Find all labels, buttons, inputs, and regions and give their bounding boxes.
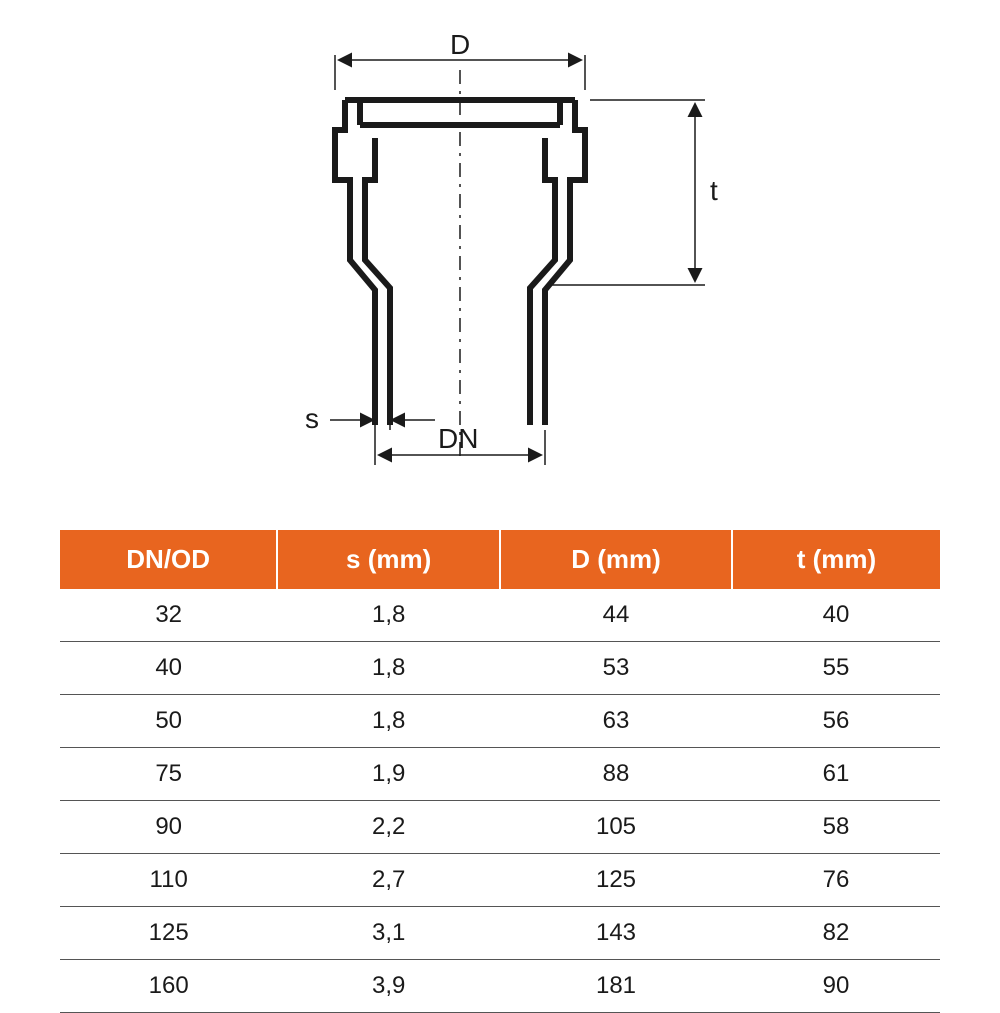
table-cell: 58 — [732, 801, 940, 854]
table-cell: 105 — [500, 801, 732, 854]
table-row: 1253,114382 — [60, 907, 940, 960]
table-cell: 90 — [60, 801, 277, 854]
table-cell: 2,2 — [277, 801, 500, 854]
table-cell: 40 — [60, 642, 277, 695]
table-cell: 1,8 — [277, 695, 500, 748]
dimensions-table: DN/ODs (mm)D (mm)t (mm) 321,84440401,853… — [60, 530, 940, 1013]
table-cell: 44 — [500, 589, 732, 642]
table-cell: 63 — [500, 695, 732, 748]
table-row: 401,85355 — [60, 642, 940, 695]
table-row: 1102,712576 — [60, 854, 940, 907]
table-cell: 160 — [60, 960, 277, 1013]
table-row: 501,86356 — [60, 695, 940, 748]
table-cell: 143 — [500, 907, 732, 960]
table-cell: 50 — [60, 695, 277, 748]
table-cell: 3,1 — [277, 907, 500, 960]
dim-label-d: D — [450, 30, 470, 60]
table-header: DN/ODs (mm)D (mm)t (mm) — [60, 530, 940, 589]
table-row: 321,84440 — [60, 589, 940, 642]
table-cell: 75 — [60, 748, 277, 801]
table-row: 751,98861 — [60, 748, 940, 801]
table-cell: 3,9 — [277, 960, 500, 1013]
col-header: t (mm) — [732, 530, 940, 589]
table-cell: 181 — [500, 960, 732, 1013]
table-cell: 110 — [60, 854, 277, 907]
table-body: 321,84440401,85355501,86356751,98861902,… — [60, 589, 940, 1013]
dimensions-table-container: DN/ODs (mm)D (mm)t (mm) 321,84440401,853… — [60, 530, 940, 1013]
table-cell: 88 — [500, 748, 732, 801]
col-header: DN/OD — [60, 530, 277, 589]
table-cell: 32 — [60, 589, 277, 642]
col-header: D (mm) — [500, 530, 732, 589]
col-header: s (mm) — [277, 530, 500, 589]
table-cell: 82 — [732, 907, 940, 960]
table-row: 902,210558 — [60, 801, 940, 854]
table-cell: 1,9 — [277, 748, 500, 801]
table-cell: 53 — [500, 642, 732, 695]
table-cell: 125 — [60, 907, 277, 960]
table-cell: 61 — [732, 748, 940, 801]
table-cell: 2,7 — [277, 854, 500, 907]
table-cell: 90 — [732, 960, 940, 1013]
technical-diagram: D t s DN — [150, 30, 850, 480]
table-cell: 125 — [500, 854, 732, 907]
pipe-cross-section-svg: D t s DN — [150, 30, 850, 480]
dim-label-dn: DN — [438, 423, 478, 454]
table-cell: 76 — [732, 854, 940, 907]
table-cell: 56 — [732, 695, 940, 748]
table-cell: 1,8 — [277, 642, 500, 695]
dim-label-s: s — [305, 403, 319, 434]
table-cell: 40 — [732, 589, 940, 642]
table-cell: 1,8 — [277, 589, 500, 642]
dim-label-t: t — [710, 175, 718, 206]
table-cell: 55 — [732, 642, 940, 695]
table-row: 1603,918190 — [60, 960, 940, 1013]
